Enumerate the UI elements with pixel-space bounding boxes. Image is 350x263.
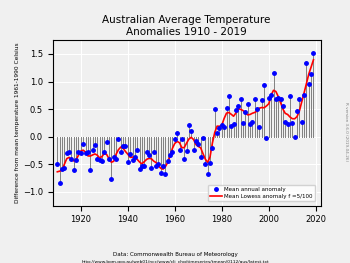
Line: Mean annual anomaly: Mean annual anomaly	[56, 51, 315, 185]
Mean annual anomaly	[55, 162, 60, 165]
Title: Australian Average Temperature
Anomalies 1910 - 2019: Australian Average Temperature Anomalies…	[103, 15, 271, 37]
Mean Lowess anomaly f =5/100	[55, 170, 60, 173]
Mean annual anomaly	[312, 51, 316, 54]
Mean Lowess anomaly f =5/100	[295, 115, 299, 118]
Mean Lowess anomaly f =5/100	[236, 107, 240, 110]
Text: Data: Commonwealth Bureau of Meteorology: Data: Commonwealth Bureau of Meteorology	[113, 252, 237, 257]
Mean annual anomaly	[307, 83, 311, 86]
Mean annual anomaly	[238, 97, 243, 100]
Y-axis label: Difference from mean temperature 1961-1990 Celsius: Difference from mean temperature 1961-19…	[15, 43, 20, 203]
Mean annual anomaly	[57, 181, 62, 185]
Legend: Mean annual anomaly, Mean Lowess anomaly f =5/100: Mean annual anomaly, Mean Lowess anomaly…	[208, 185, 315, 201]
Line: Mean Lowess anomaly f =5/100: Mean Lowess anomaly f =5/100	[57, 60, 314, 172]
Text: R version 3.6.0 (2019-04-26): R version 3.6.0 (2019-04-26)	[344, 102, 348, 161]
Mean Lowess anomaly f =5/100	[312, 58, 316, 61]
Text: http://www.bom.gov.au/web01/ncc/www/cli_chg/timeseries/tmean/0112/aus/latest.txt: http://www.bom.gov.au/web01/ncc/www/cli_…	[81, 260, 269, 263]
Mean Lowess anomaly f =5/100	[173, 142, 177, 145]
Mean annual anomaly	[175, 131, 179, 134]
Mean Lowess anomaly f =5/100	[304, 82, 308, 85]
Mean annual anomaly	[297, 97, 301, 100]
Mean Lowess anomaly f =5/100	[180, 146, 184, 149]
Mean Lowess anomaly f =5/100	[131, 155, 135, 159]
Mean annual anomaly	[182, 157, 186, 160]
Mean annual anomaly	[133, 155, 137, 159]
